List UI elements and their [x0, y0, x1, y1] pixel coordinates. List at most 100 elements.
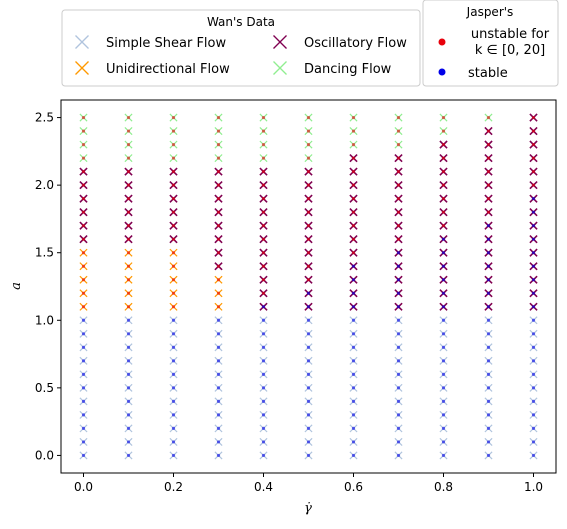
jasper-point-unstable [81, 210, 86, 214]
jasper-point-unstable [306, 210, 311, 214]
jasper-point-unstable [126, 237, 131, 241]
jasper-point-stable [531, 345, 536, 349]
jasper-point-unstable [441, 210, 446, 214]
jasper-point-unstable [216, 224, 221, 228]
jasper-point-unstable [216, 142, 221, 147]
jasper-point-unstable [261, 278, 266, 282]
jasper-point-unstable [486, 129, 491, 133]
jasper-point-unstable [306, 115, 311, 120]
jasper-point-unstable [351, 224, 356, 228]
jasper-point-unstable [81, 224, 86, 228]
jasper-point-unstable [216, 170, 221, 174]
x-axis: 0.0 0.2 0.4 0.6 0.8 1.0 [74, 473, 543, 494]
legend-marker-unidirectional [75, 61, 89, 75]
jasper-point-stable [81, 359, 86, 363]
jasper-point-unstable [351, 251, 356, 255]
jasper-point-unstable [261, 170, 266, 174]
jasper-point-unstable [126, 264, 131, 268]
y-axis: 0.0 0.5 1.0 1.5 2.0 2.5 [35, 111, 61, 462]
jasper-point-unstable [261, 224, 266, 228]
jasper-point-unstable [351, 115, 356, 120]
jasper-point-unstable [441, 183, 446, 187]
jasper-point-stable [216, 386, 221, 390]
jasper-point-unstable [486, 197, 491, 201]
jasper-point-stable [531, 399, 536, 403]
jasper-point-stable [486, 359, 491, 363]
legend-label-stable: stable [468, 66, 508, 81]
jasper-point-stable [486, 386, 491, 390]
jasper-point-unstable [171, 170, 176, 174]
jasper-point-stable [531, 332, 536, 336]
y-tick-label: 2.5 [35, 111, 54, 125]
jasper-point-unstable [216, 291, 221, 295]
jasper-point-stable [441, 386, 446, 390]
jasper-point-unstable [531, 183, 536, 187]
jasper-point-stable [486, 440, 491, 444]
jasper-point-unstable [306, 142, 311, 147]
jasper-point-stable [216, 413, 221, 417]
jasper-point-stable [441, 453, 446, 458]
jasper-point-stable [396, 291, 401, 295]
jasper-point-stable [81, 372, 86, 376]
jasper-point-stable [531, 278, 536, 282]
y-tick-label: 2.0 [35, 178, 54, 192]
jasper-point-stable [441, 372, 446, 376]
jasper-point-unstable [306, 197, 311, 201]
jasper-point-stable [531, 359, 536, 363]
jasper-point-stable [171, 372, 176, 376]
jasper-point-unstable [126, 210, 131, 214]
jasper-point-unstable [261, 183, 266, 187]
jasper-point-unstable [126, 183, 131, 187]
jasper-point-stable [261, 318, 266, 322]
jasper-point-stable [171, 399, 176, 403]
jasper-point-unstable [396, 156, 401, 160]
jasper-point-unstable [126, 129, 131, 133]
jasper-point-unstable [486, 170, 491, 174]
jasper-point-unstable [351, 129, 356, 133]
jasper-point-stable [306, 440, 311, 444]
jasper-point-stable [261, 332, 266, 336]
jasper-point-unstable [261, 129, 266, 133]
jasper-point-unstable [261, 197, 266, 201]
jasper-point-stable [396, 426, 401, 431]
jasper-point-stable [396, 332, 401, 336]
jasper-point-stable [531, 440, 536, 444]
jasper-point-stable [126, 386, 131, 390]
jasper-point-unstable [171, 291, 176, 295]
jasper-point-stable [351, 278, 356, 282]
jasper-point-unstable [126, 291, 131, 295]
jasper-point-stable [306, 318, 311, 322]
jasper-point-stable [351, 440, 356, 444]
jasper-point-unstable [126, 115, 131, 120]
jasper-point-unstable [351, 210, 356, 214]
jasper-point-unstable [486, 183, 491, 187]
jasper-point-unstable [261, 264, 266, 268]
jasper-point-stable [306, 372, 311, 376]
jasper-point-stable [441, 318, 446, 322]
jasper-point-stable [396, 251, 401, 255]
jasper-point-stable [216, 359, 221, 363]
jasper-point-stable [441, 264, 446, 268]
jasper-point-stable [306, 359, 311, 363]
jasper-point-stable [396, 264, 401, 268]
jasper-point-unstable [171, 224, 176, 228]
jasper-point-stable [81, 345, 86, 349]
legend-marker-stable [438, 68, 446, 76]
jasper-point-stable [486, 413, 491, 417]
jasper-point-stable [531, 197, 536, 201]
jasper-point-stable [531, 426, 536, 431]
jasper-point-stable [441, 359, 446, 363]
legend-marker-oscillatory [273, 35, 287, 49]
y-tick-label: 1.0 [35, 313, 54, 327]
jasper-point-stable [486, 291, 491, 295]
jasper-point-stable [126, 359, 131, 363]
jasper-point-unstable [261, 142, 266, 147]
jasper-point-unstable [351, 237, 356, 241]
jasper-point-stable [261, 440, 266, 444]
jasper-point-stable [531, 291, 536, 295]
jasper-point-stable [171, 386, 176, 390]
jasper-point-unstable [306, 224, 311, 228]
jasper-point-stable [306, 426, 311, 431]
